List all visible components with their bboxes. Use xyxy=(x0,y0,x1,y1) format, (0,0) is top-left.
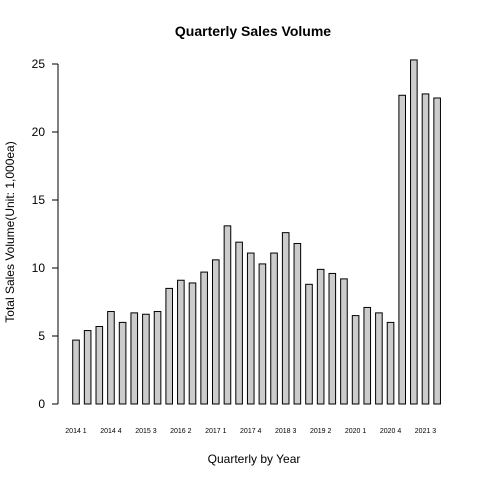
x-tick-label: 2019 2 xyxy=(310,428,332,435)
y-tick-label: 15 xyxy=(32,193,46,207)
x-tick-label: 2017 1 xyxy=(205,428,227,435)
bar xyxy=(271,253,278,404)
bar xyxy=(306,284,313,404)
bar xyxy=(317,269,324,404)
x-tick-label: 2014 4 xyxy=(100,428,122,435)
y-tick-label: 25 xyxy=(32,57,46,71)
bar xyxy=(282,233,289,404)
bar xyxy=(189,283,196,404)
bar xyxy=(166,288,173,404)
bar xyxy=(108,312,115,404)
bar xyxy=(434,98,441,404)
bar xyxy=(236,242,243,404)
y-tick-label: 0 xyxy=(38,397,45,411)
bar xyxy=(178,280,185,404)
chart-title: Quarterly Sales Volume xyxy=(175,23,331,39)
bar xyxy=(247,253,254,404)
y-axis-label: Total Sales Volume(Unit: 1,000ea) xyxy=(3,141,17,322)
x-tick-labels: 2014 1 2014 4 2015 3 2016 2 2017 1 2017 4 2018… xyxy=(65,428,436,435)
bar xyxy=(73,340,80,404)
y-tick-label: 10 xyxy=(32,261,46,275)
bar xyxy=(352,316,359,404)
x-tick-label: 2021 3 xyxy=(415,428,437,435)
bar xyxy=(154,312,161,404)
bar xyxy=(364,307,371,404)
bar xyxy=(399,95,406,404)
bar xyxy=(329,273,336,404)
x-tick-label: 2017 4 xyxy=(240,428,262,435)
x-axis-label: Quarterly by Year xyxy=(208,452,301,466)
bar xyxy=(119,322,126,404)
x-tick-label: 2014 1 xyxy=(65,428,87,435)
bar xyxy=(84,331,91,404)
y-tick-label: 5 xyxy=(38,329,45,343)
bar xyxy=(422,94,429,404)
bar xyxy=(387,322,394,404)
bar xyxy=(259,264,266,404)
x-tick-label: 2016 2 xyxy=(170,428,192,435)
bar xyxy=(376,313,383,404)
bar xyxy=(131,313,138,404)
bar xyxy=(411,60,418,404)
bar xyxy=(224,226,231,404)
x-tick-label: 2020 1 xyxy=(345,428,367,435)
x-tick-label: 2018 3 xyxy=(275,428,297,435)
bar xyxy=(294,244,301,404)
bar xyxy=(341,279,348,404)
bar xyxy=(96,326,103,404)
bars-group xyxy=(73,60,441,404)
x-tick-label: 2015 3 xyxy=(135,428,157,435)
y-tick-label: 20 xyxy=(32,125,46,139)
bar xyxy=(213,260,220,404)
bar xyxy=(201,272,208,404)
y-axis: 0 5 10 15 20 25 xyxy=(32,57,58,411)
bar xyxy=(143,314,150,404)
x-tick-label: 2020 4 xyxy=(380,428,402,435)
